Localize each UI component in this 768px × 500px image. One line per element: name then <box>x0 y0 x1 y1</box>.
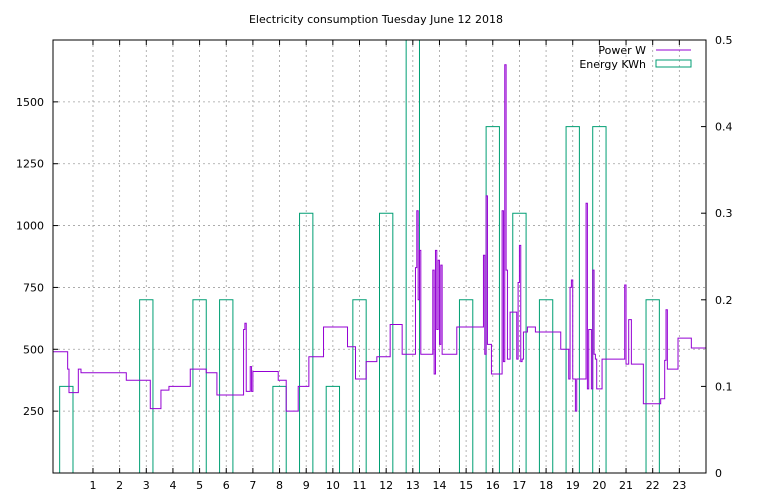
x-tick-label: 10 <box>326 479 340 492</box>
power-series <box>53 64 706 412</box>
chart-title: Electricity consumption Tuesday June 12 … <box>249 13 503 26</box>
x-tick-label: 20 <box>592 479 606 492</box>
y-right-tick-label: 0.2 <box>715 294 733 307</box>
energy-bar <box>325 385 341 473</box>
right-axis: 0 0.1 0.2 0.3 0.4 0.5 <box>701 34 733 480</box>
y-right-tick-label: 0.3 <box>715 207 733 220</box>
x-tick-label: 14 <box>432 479 446 492</box>
energy-bar <box>565 126 580 473</box>
x-tick-label: 18 <box>539 479 553 492</box>
energy-bar <box>219 299 234 473</box>
x-tick-label: 21 <box>619 479 633 492</box>
y-left-tick-label: 1000 <box>16 220 44 233</box>
legend: Power W Energy KWh <box>579 44 692 71</box>
x-tick-label: 8 <box>276 479 283 492</box>
energy-bar <box>299 212 314 473</box>
x-tick-label: 4 <box>169 479 176 492</box>
x-tick-label: 2 <box>116 479 123 492</box>
energy-bar <box>352 299 367 473</box>
energy-bar <box>458 299 474 473</box>
x-tick-label: 3 <box>143 479 150 492</box>
x-tick-label: 13 <box>406 479 420 492</box>
x-axis: 1 2 3 4 5 6 7 8 9 10 11 12 13 14 15 16 17 18 19 20 21 22 23 <box>89 40 686 492</box>
x-tick-label: 11 <box>353 479 367 492</box>
energy-bar <box>379 212 394 473</box>
power-line <box>53 64 706 412</box>
plot-frame <box>52 39 707 474</box>
y-right-tick-label: 0.5 <box>715 34 733 47</box>
y-left-tick-label: 250 <box>23 405 44 418</box>
y-left-tick-label: 1500 <box>16 96 44 109</box>
energy-bar <box>538 299 554 473</box>
x-tick-label: 16 <box>486 479 500 492</box>
x-tick-label: 17 <box>512 479 526 492</box>
x-tick-label: 15 <box>459 479 473 492</box>
x-tick-label: 7 <box>249 479 256 492</box>
energy-bar <box>512 212 527 473</box>
legend-label-energy: Energy KWh <box>579 58 646 71</box>
legend-label-power: Power W <box>598 44 646 57</box>
x-tick-label: 22 <box>646 479 660 492</box>
energy-bar <box>139 299 154 473</box>
y-left-tick-label: 750 <box>23 281 44 294</box>
y-left-tick-label: 500 <box>23 343 44 356</box>
energy-bar <box>59 385 74 473</box>
y-right-tick-label: 0 <box>715 467 722 480</box>
x-tick-label: 12 <box>379 479 393 492</box>
x-tick-label: 19 <box>566 479 580 492</box>
y-right-tick-label: 0.1 <box>715 380 733 393</box>
y-left-tick-label: 1250 <box>16 158 44 171</box>
energy-bar <box>272 385 287 473</box>
x-tick-label: 23 <box>672 479 686 492</box>
x-tick-label: 1 <box>89 479 96 492</box>
x-tick-label: 6 <box>223 479 230 492</box>
energy-bar <box>645 299 660 473</box>
legend-box-energy <box>655 59 692 68</box>
y-right-tick-label: 0.4 <box>715 121 733 134</box>
energy-bar <box>192 299 207 473</box>
x-tick-label: 5 <box>196 479 203 492</box>
energy-bars <box>59 39 660 473</box>
left-axis: 250 500 750 1000 1250 1500 <box>16 96 58 418</box>
x-tick-label: 9 <box>303 479 310 492</box>
